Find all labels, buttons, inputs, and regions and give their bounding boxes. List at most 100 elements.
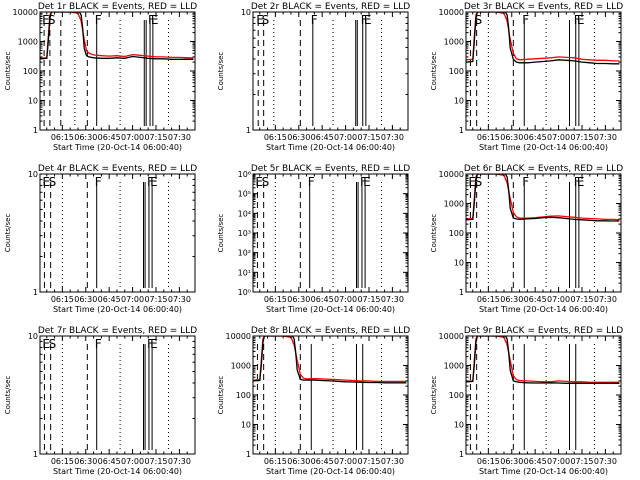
event-marker-label: E [577,175,585,189]
x-tick-label: 06:45 [311,295,334,304]
y-tick-label: 1 [33,288,38,297]
y-tick-label: 10³ [238,229,251,238]
events-series-line [466,174,620,222]
event-marker-label: F [95,175,102,189]
event-marker-label: E [42,175,50,189]
x-tick-label: 07:30 [381,457,404,466]
event-marker-label: E [42,13,50,27]
x-tick-label: 06:45 [311,133,334,142]
y-tick-label: 1 [33,126,38,135]
y-axis-label: Counts/sec [430,52,438,91]
event-marker-label: F [311,13,318,27]
y-tick-label: 10 [241,421,251,430]
x-tick-label: 07:30 [168,133,191,142]
x-tick-label: 07:00 [334,133,357,142]
x-axis-label: Start Time (20-Oct-14 06:00:40) [53,467,182,476]
event-marker-label: S [262,175,270,189]
x-tick-label: 06:15 [477,295,500,304]
x-axis-label: Start Time (20-Oct-14 06:00:40) [479,143,608,152]
y-tick-label: 10 [454,259,464,268]
lld-series-line [466,174,620,221]
y-tick-label: 10 [241,8,251,17]
x-tick-label: 07:15 [144,295,167,304]
y-tick-label: 100 [23,67,38,76]
y-axis-label: Counts/sec [217,376,225,415]
x-tick-label: 07:00 [334,457,357,466]
events-series-line [253,336,407,384]
panel-title: Det 6r BLACK = Events, RED = LLD [464,164,623,174]
y-tick-label: 10⁰ [238,288,251,297]
plot-frame [252,173,409,293]
y-tick-label: 10 [28,97,38,106]
x-tick-label: 07:00 [334,295,357,304]
plot-frame [39,173,196,293]
lld-series-line [466,336,620,383]
event-marker-label: S [49,337,57,351]
x-axis-label: Start Time (20-Oct-14 06:00:40) [479,305,608,314]
x-tick-label: 06:30 [500,457,523,466]
event-marker-label: S [475,175,483,189]
x-tick-label: 07:30 [168,295,191,304]
x-tick-label: 07:00 [121,457,144,466]
y-tick-label: 100 [236,391,251,400]
x-tick-label: 06:45 [98,295,121,304]
event-marker-label: E [150,337,158,351]
x-tick-label: 07:00 [547,295,570,304]
event-marker-label: S [475,13,483,27]
panel-title: Det 1r BLACK = Events, RED = LLD [38,2,197,12]
panel-data-area [43,182,169,288]
y-tick-label: 1000 [444,200,464,209]
x-tick-label: 06:30 [74,295,97,304]
x-axis-label: Start Time (20-Oct-14 06:00:40) [53,305,182,314]
lld-series-line [466,12,620,62]
y-tick-label: 1000 [444,362,464,371]
plot-frame [252,335,409,455]
y-tick-label: 10000 [13,8,38,17]
y-tick-label: 10 [454,97,464,106]
panel-data-area [256,182,382,288]
x-tick-label: 07:15 [357,295,380,304]
event-marker-label: E [256,13,264,27]
y-tick-label: 1 [459,450,464,459]
panel-title: Det 7r BLACK = Events, RED = LLD [38,326,197,336]
detector-panel-8: Det 8r BLACK = Events, RED = LLD 1 10 100 10… [217,326,410,476]
plot-frame [39,335,196,455]
x-tick-label: 06:45 [524,133,547,142]
event-marker-label: E [468,175,476,189]
event-marker-label: E [255,175,263,189]
y-tick-label: 1000 [18,38,38,47]
x-tick-label: 07:15 [357,457,380,466]
x-tick-label: 07:15 [144,133,167,142]
panel-data-area [466,336,620,450]
x-tick-label: 06:45 [311,457,334,466]
x-tick-label: 06:30 [74,133,97,142]
x-tick-label: 06:15 [477,133,500,142]
x-tick-label: 07:00 [547,457,570,466]
event-marker-label: E [42,337,50,351]
event-marker-label: F [147,337,154,351]
event-marker-label: F [522,175,529,189]
plot-frame [465,335,622,455]
y-axis-label: Counts/sec [430,214,438,253]
event-marker-label: F [574,175,581,189]
y-axis-label: Counts/sec [217,214,225,253]
event-marker-label: F [361,13,368,27]
lld-series-line [253,336,407,383]
y-tick-label: 10 [454,421,464,430]
lld-series-line [40,12,194,59]
y-tick-label: 1 [459,288,464,297]
y-tick-label: 1 [246,126,251,135]
y-tick-label: 10000 [439,8,464,17]
y-tick-label: 1 [246,450,251,459]
x-tick-label: 07:15 [570,133,593,142]
panel-data-area [43,344,169,450]
event-marker-label: F [574,13,581,27]
x-tick-label: 07:00 [121,133,144,142]
event-marker-label: S [262,13,270,27]
